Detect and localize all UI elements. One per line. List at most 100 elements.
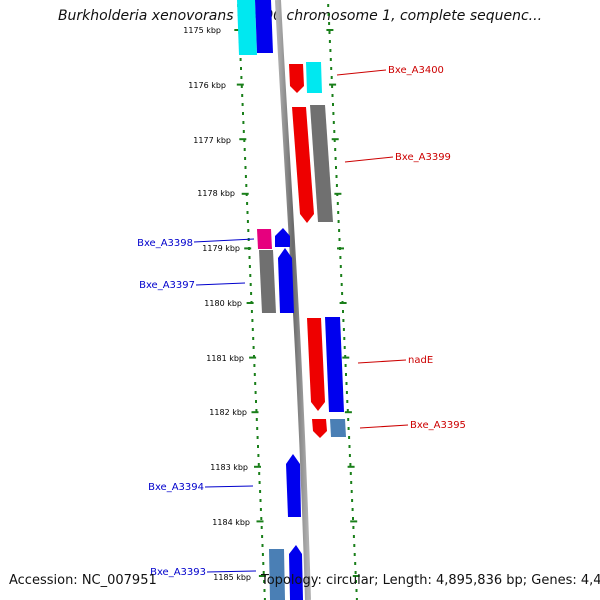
right-track-dot — [346, 409, 349, 412]
left-track-dot — [250, 310, 253, 313]
kbp-tick-1183: 1183 kbp — [210, 463, 248, 472]
right-track-dot — [327, 4, 330, 7]
gene-blue-bottom[interactable] — [289, 545, 303, 600]
right-track-dot — [329, 49, 332, 52]
right-track-dot — [340, 283, 343, 286]
right-track-dot — [327, 13, 330, 16]
gene-label-bxe-a3393[interactable]: Bxe_A3393 — [150, 567, 206, 578]
left-track-dot — [255, 400, 257, 403]
left-track-dot — [261, 535, 264, 538]
right-track-dot — [345, 382, 348, 385]
right-track-dot — [352, 526, 355, 529]
left-track-dot — [262, 562, 265, 565]
left-track-dot — [260, 526, 263, 529]
right-track-dot — [342, 319, 345, 322]
gene-red-a[interactable] — [289, 64, 304, 93]
right-track-dot — [353, 544, 356, 547]
gene-red-small[interactable] — [312, 419, 327, 438]
gene-blue-nade[interactable] — [325, 317, 344, 412]
kbp-tick-1184: 1184 kbp — [212, 518, 250, 527]
leader-a3393 — [206, 570, 257, 573]
left-track-dot — [253, 364, 256, 367]
right-track-dot — [328, 40, 331, 43]
gene-steel-a3395[interactable] — [330, 419, 346, 437]
left-track-dot — [254, 382, 257, 385]
left-track-dot — [246, 211, 249, 214]
left-track-tick — [241, 192, 249, 195]
left-track-dot — [259, 499, 262, 502]
left-track-dot — [252, 346, 255, 349]
left-track-dot — [261, 544, 264, 547]
left-track-tick — [251, 411, 259, 414]
left-track-tick — [258, 575, 266, 577]
right-track-dot — [338, 229, 341, 232]
leader-a3397 — [195, 282, 246, 286]
left-track-dot — [259, 490, 262, 493]
gene-label-bxe-a3397[interactable]: Bxe_A3397 — [139, 280, 195, 291]
left-track-dot — [245, 184, 248, 187]
gene-cyan-top[interactable] — [237, 0, 257, 55]
right-track-dot — [343, 346, 346, 349]
right-track-tick — [350, 520, 358, 523]
kbp-tick-1181: 1181 kbp — [206, 354, 244, 363]
gene-label-bxe-a3399[interactable]: Bxe_A3399 — [395, 152, 451, 163]
right-track-dot — [347, 427, 350, 430]
right-track-tick — [342, 356, 350, 359]
gene-cyan-a3400[interactable] — [306, 62, 322, 93]
left-track-dot — [240, 67, 242, 70]
gene-red-a3399[interactable] — [292, 107, 314, 223]
gene-blue-a3394[interactable] — [286, 454, 301, 517]
right-track-dot — [351, 499, 354, 502]
left-track-dot — [255, 418, 258, 421]
kbp-tick-1182: 1182 kbp — [209, 408, 247, 417]
right-track-dot — [349, 472, 352, 475]
gene-gray-a3399[interactable] — [310, 105, 333, 222]
gene-blue-small[interactable] — [275, 228, 290, 247]
left-track-tick — [244, 247, 252, 250]
right-track-tick — [337, 247, 344, 250]
left-track-dot — [257, 454, 260, 457]
left-track-tick — [254, 465, 261, 468]
left-track-dot — [258, 472, 261, 475]
left-track-dot — [248, 265, 251, 268]
left-track-dot — [240, 76, 243, 79]
left-track-tick — [256, 520, 264, 523]
right-track-tick — [334, 192, 342, 195]
right-track-dot — [330, 76, 333, 79]
left-track-dot — [242, 121, 245, 124]
gene-magenta-a3398[interactable] — [257, 229, 272, 249]
left-track-dot — [251, 319, 254, 322]
gene-steel-a3393[interactable] — [269, 549, 285, 600]
right-track-dot — [352, 535, 355, 538]
gene-blue-a3397[interactable] — [278, 248, 294, 313]
right-track-dot — [353, 553, 356, 556]
gene-label-bxe-a3395[interactable]: Bxe_A3395 — [410, 420, 466, 431]
kbp-tick-1176: 1176 kbp — [188, 81, 226, 90]
left-track-dot — [254, 391, 257, 394]
left-track-dot — [249, 274, 252, 277]
gene-label-bxe-a3398[interactable]: Bxe_A3398 — [137, 238, 193, 249]
gene-label-nade[interactable]: nadE — [408, 355, 433, 366]
gene-blue-top[interactable] — [255, 0, 273, 53]
gene-red-nade[interactable] — [307, 318, 325, 411]
left-track-dot — [263, 589, 266, 592]
left-track-tick — [249, 356, 257, 359]
gene-label-bxe-a3400[interactable]: Bxe_A3400 — [388, 65, 444, 76]
right-track-dot — [335, 175, 338, 178]
right-track-tick — [326, 29, 334, 31]
right-track-dot — [330, 67, 333, 70]
kbp-tick-1177: 1177 kbp — [193, 136, 231, 145]
right-track-dot — [328, 31, 331, 34]
left-track-dot — [262, 571, 265, 574]
leader-a3399 — [344, 156, 394, 163]
right-track-dot — [338, 238, 341, 241]
left-track-dot — [241, 103, 244, 106]
right-track-dot — [342, 310, 344, 313]
right-track-dot — [333, 139, 336, 142]
gene-label-bxe-a3394[interactable]: Bxe_A3394 — [148, 482, 204, 493]
right-track-dot — [352, 517, 354, 520]
right-track-dot — [332, 112, 335, 115]
leader-a3394 — [204, 485, 254, 488]
gene-gray-a3397[interactable] — [259, 250, 276, 313]
